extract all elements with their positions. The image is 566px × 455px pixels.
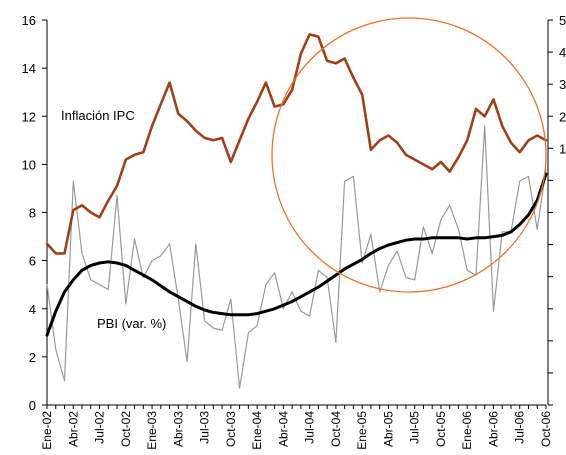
y2-tick-label: 4 — [559, 45, 566, 60]
y-tick-label: 12 — [22, 109, 36, 124]
x-tick-label: Abr-06 — [486, 411, 500, 447]
x-tick-label: Jul-06 — [513, 411, 527, 444]
x-tick-label: Ene-06 — [460, 411, 474, 450]
x-tick-label: Abr-03 — [171, 411, 185, 447]
x-tick-label: Jul-03 — [198, 411, 212, 444]
x-tick-label: Ene-03 — [145, 411, 159, 450]
annotation-inflacion-ipc: Inflación IPC — [61, 108, 135, 123]
y-tick-label: 10 — [22, 157, 36, 172]
x-tick-label: Oct-03 — [224, 411, 238, 447]
x-tick-label: Jul-05 — [408, 411, 422, 444]
series-line-pbi — [45, 172, 548, 337]
y2-tick-label: 3 — [559, 77, 566, 92]
x-tick-label: Oct-05 — [434, 411, 448, 447]
x-tick-label: Oct-06 — [539, 411, 553, 447]
y2-tick-label: 5 — [559, 13, 566, 28]
series-lines — [45, 33, 548, 389]
tick-labels: 0 2 4 6 8 10 12 14 16 5 4 3 2 1 Ene-02 Abr-02 Jul-02 Oct-… — [22, 13, 566, 450]
axes — [42, 19, 553, 409]
y-tick-label: 4 — [29, 302, 36, 317]
y-tick-label: 6 — [29, 254, 36, 269]
y-tick-label: 0 — [29, 398, 36, 413]
x-tick-label: Ene-02 — [40, 411, 54, 450]
x-tick-label: Abr-02 — [66, 411, 80, 447]
x-tick-label: Oct-04 — [329, 411, 343, 447]
x-tick-label: Jul-02 — [93, 411, 107, 444]
x-tick-label: Jul-04 — [303, 411, 317, 444]
y-tick-label: 16 — [22, 13, 36, 28]
x-tick-label: Abr-05 — [381, 411, 395, 447]
x-tick-label: Ene-04 — [250, 411, 264, 450]
x-tick-label: Oct-02 — [119, 411, 133, 447]
y-tick-label: 14 — [22, 61, 36, 76]
y2-tick-label: 1 — [559, 141, 566, 156]
highlight-ellipse — [271, 17, 547, 293]
y2-tick-label: 2 — [559, 109, 566, 124]
x-tick-label: Ene-05 — [355, 411, 369, 450]
x-tick-label: Abr-04 — [276, 411, 290, 447]
y-tick-label: 2 — [29, 350, 36, 365]
y-tick-label: 8 — [29, 206, 36, 221]
series-line-inflacion-ipc — [45, 33, 548, 255]
series-line-gray — [46, 125, 547, 389]
annotation-pbi: PBI (var. %) — [97, 316, 166, 331]
